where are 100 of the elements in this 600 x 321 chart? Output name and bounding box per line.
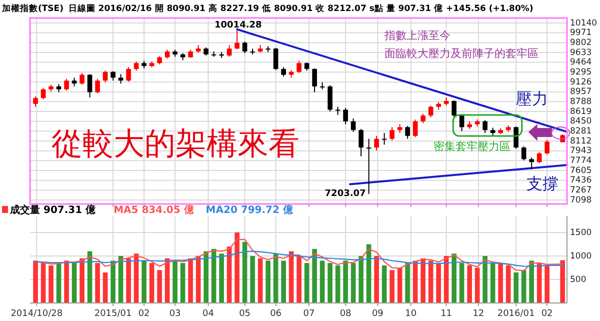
candlestick [482, 120, 488, 134]
candlestick [405, 125, 410, 140]
bar [436, 263, 441, 303]
line-series [34, 250, 564, 267]
candlestick [412, 119, 418, 138]
x-tick-label: 02 [138, 309, 150, 319]
y-tick-label: 8281 [570, 126, 592, 136]
x-tick-label: 07 [303, 309, 315, 319]
legend-label: 成交量 907.31 億 [9, 204, 97, 216]
candlestick [126, 66, 131, 82]
y-tick-label: 1000 [570, 251, 592, 262]
bar [157, 270, 162, 303]
bar [180, 263, 186, 303]
candlestick [296, 60, 302, 74]
bar [343, 260, 348, 303]
y-tick-label: 8450 [570, 116, 592, 127]
candlestick [514, 126, 518, 150]
bar [72, 263, 77, 303]
candlestick [521, 146, 526, 161]
annotation: 7203.07 [324, 188, 366, 199]
bar [459, 263, 464, 303]
candlestick [343, 107, 348, 125]
bar [428, 260, 434, 303]
bar [490, 263, 496, 303]
candlestick [536, 152, 542, 164]
bar [40, 263, 46, 303]
x-tick-label: 2014/10/28 [10, 309, 63, 319]
bar [102, 272, 108, 303]
bar [204, 251, 208, 303]
bar [506, 265, 511, 303]
candlestick [420, 113, 426, 124]
bar [149, 263, 154, 303]
y-tick-label: 500 [570, 274, 586, 285]
bar [80, 258, 84, 303]
annotation: 密集套牢壓力區 [433, 140, 510, 153]
y-tick-label: 8112 [570, 136, 592, 146]
bar [48, 265, 54, 303]
y-tick-label: 9295 [570, 67, 592, 78]
bar [467, 265, 472, 303]
chart-title: 加權指數(TSE) [1, 3, 64, 14]
text: MA5 834.05 億 [114, 204, 195, 216]
y-tick-label: 1500 [570, 228, 592, 238]
bar [374, 256, 379, 303]
x-tick-label: 11 [440, 309, 452, 319]
candlestick [358, 128, 364, 157]
y-tick-label: 7943 [570, 146, 592, 156]
bar [482, 256, 488, 303]
x-tick-label: 09 [372, 309, 384, 319]
x-tick-label: 2015/01 [94, 309, 132, 319]
x-tick-label: 10 [405, 309, 417, 319]
annotation: 從較大的架構來看 [51, 126, 300, 162]
bar [126, 258, 131, 303]
bar [142, 260, 146, 303]
bar [219, 254, 224, 303]
candlestick [273, 47, 278, 71]
bar [250, 256, 255, 303]
bar [328, 263, 332, 303]
bar [258, 258, 263, 303]
x-tick-label: 2016/01 [497, 309, 535, 319]
candlestick [328, 84, 332, 112]
y-tick-label: 9633 [570, 48, 592, 58]
candlestick [33, 96, 38, 108]
bar [95, 263, 100, 303]
bar [312, 248, 317, 303]
y-tick-label: 9802 [570, 38, 592, 48]
y-tick-label: 7774 [570, 156, 592, 166]
candlestick [281, 66, 286, 78]
candlestick [64, 78, 69, 91]
bar [397, 268, 402, 303]
y-tick-label: 8619 [570, 106, 592, 117]
bar [188, 258, 193, 303]
bar [335, 265, 340, 303]
candlestick [428, 105, 434, 118]
bar [529, 260, 534, 303]
y-tick-label: 7436 [570, 176, 592, 186]
bar [544, 265, 550, 303]
candlestick [80, 72, 84, 86]
candlestick [226, 44, 232, 58]
text: MA20 799.72 億 [206, 204, 294, 216]
x-tick-label: 08 [340, 309, 352, 319]
annotation: 支撐 [526, 174, 559, 193]
bar [420, 258, 426, 303]
annotation: 壓力 [516, 89, 548, 108]
bar [474, 268, 480, 303]
candlestick [118, 74, 124, 84]
y-tick-label: 8957 [570, 87, 592, 98]
bar [110, 260, 116, 303]
bar [320, 260, 325, 303]
bar [514, 272, 518, 303]
bar [358, 256, 364, 303]
y-tick-label: 10140 [570, 18, 598, 28]
candlestick [110, 70, 116, 82]
y-tick-label: 7605 [570, 166, 592, 176]
annotation: 指數上漲至今 [383, 29, 450, 42]
bar [64, 260, 69, 303]
candlestick [452, 100, 456, 118]
bar [33, 260, 38, 303]
candlestick [242, 41, 248, 54]
bar [242, 242, 248, 303]
x-tick-label: 06 [270, 309, 282, 319]
